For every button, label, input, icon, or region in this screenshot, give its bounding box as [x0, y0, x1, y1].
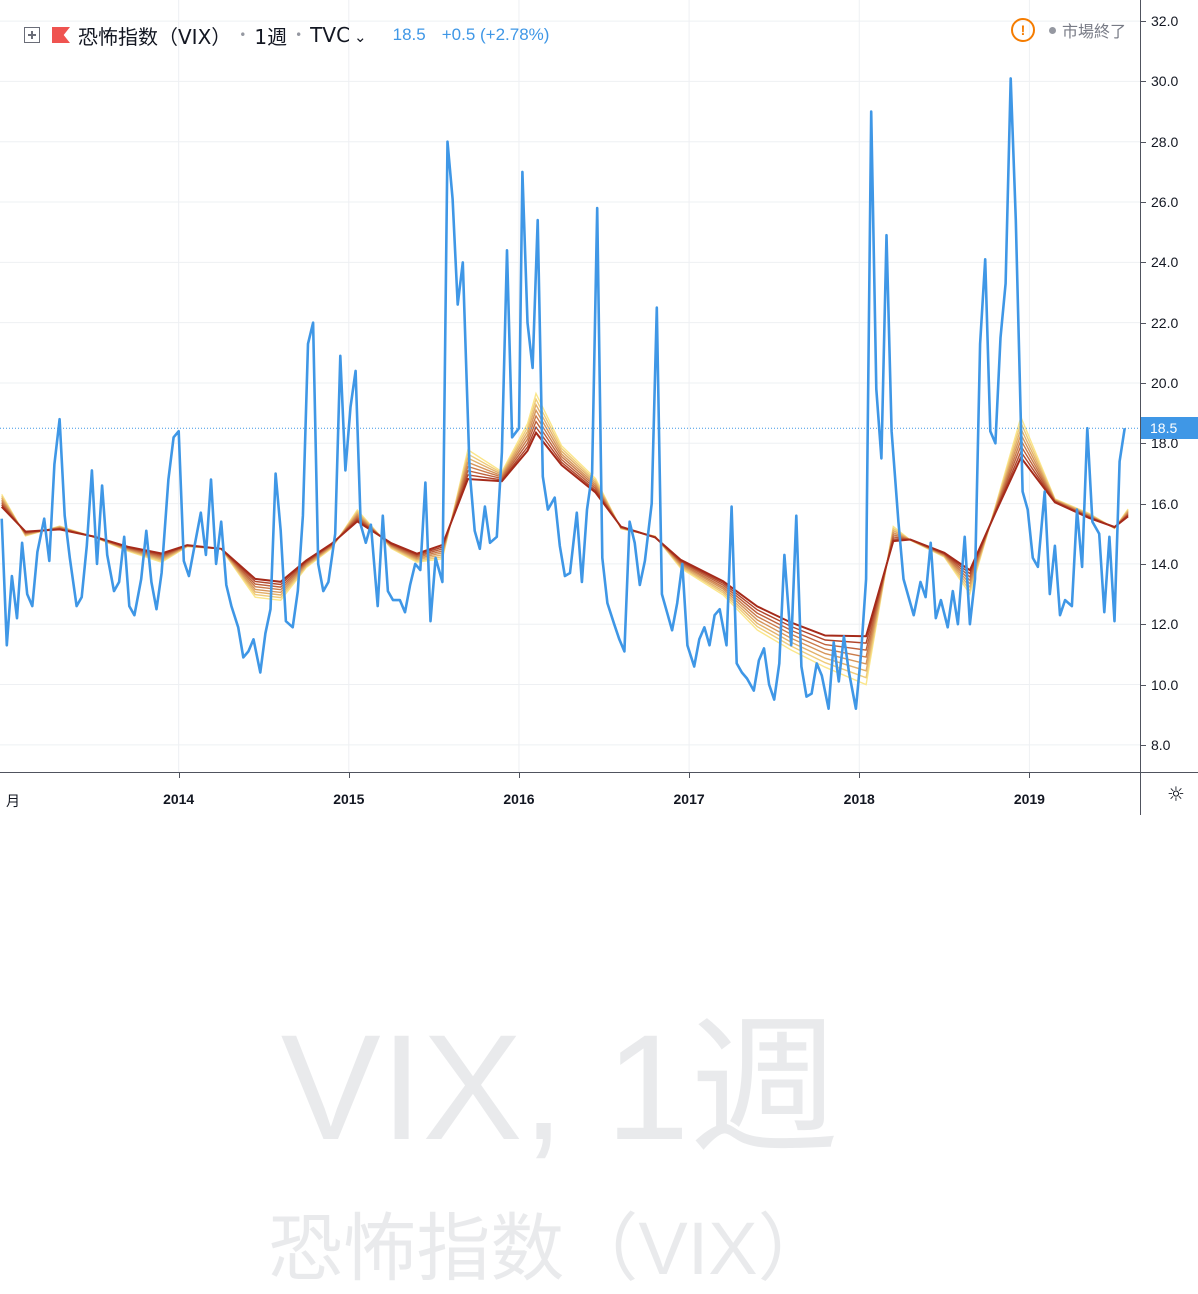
- separator-dot: •: [295, 28, 303, 42]
- price-tick-mark: [1141, 21, 1146, 23]
- price-tick-mark: [1141, 81, 1146, 83]
- price-tick-mark: [1141, 744, 1146, 746]
- gear-icon[interactable]: ☼: [1167, 782, 1185, 806]
- price-tick-label: 16.0: [1151, 495, 1179, 512]
- price-tick-label: 10.0: [1151, 676, 1179, 693]
- price-tick-label: 12.0: [1151, 616, 1179, 633]
- price-tick-label: 26.0: [1151, 194, 1179, 211]
- time-axis[interactable]: 月 2014 2015 2016 2017 2018 2019: [0, 772, 1140, 815]
- watermark-symbol: VIX, 1週: [280, 1003, 840, 1171]
- chevron-down-icon: ⌄: [354, 28, 367, 46]
- last-price: 18.5: [392, 25, 426, 44]
- price-tick-mark: [1141, 262, 1146, 264]
- status-dot-icon: [1048, 26, 1056, 34]
- price-tick-label: 24.0: [1151, 254, 1179, 271]
- ma-ribbon-line: [1, 397, 1129, 679]
- price-tick-mark: [1141, 684, 1146, 686]
- time-tick-mark: [689, 773, 691, 778]
- price-tick-label: 8.0: [1151, 736, 1171, 753]
- watermark-description: 恐怖指数（VIX）: [268, 1207, 832, 1290]
- add-symbol-icon[interactable]: [24, 27, 40, 43]
- vix-weekly-chart: [0, 0, 1140, 772]
- time-tick-mark: [859, 773, 861, 778]
- price-tick-mark: [1141, 202, 1146, 204]
- price-tick-mark: [1141, 443, 1146, 445]
- last-price-tag: 18.5: [1141, 417, 1198, 440]
- exchange-label[interactable]: TVC ⌄: [310, 23, 366, 47]
- vix-price-line: [0, 77, 1126, 710]
- price-tick-mark: [1141, 563, 1146, 565]
- separator-dot: •: [239, 28, 247, 42]
- price-change: +0.5 (+2.78%): [441, 25, 550, 44]
- time-tick-mark: [518, 773, 520, 778]
- time-tick-mark: [348, 773, 350, 778]
- time-tick-label: 2014: [163, 791, 195, 807]
- price-tick-label: 18.0: [1151, 435, 1179, 452]
- chart-plot-area[interactable]: VIX, 1週 恐怖指数（VIX）: [0, 0, 1140, 1290]
- price-axis[interactable]: 8.0 10.0 12.0 14.0 16.0 18.0 20.0 22.0 24.0 26.0 2…: [1140, 0, 1198, 772]
- price-tick-label: 30.0: [1151, 73, 1179, 90]
- time-tick-label: 2019: [1013, 791, 1045, 807]
- settings-corner[interactable]: ☼: [1140, 772, 1198, 815]
- exchange-text: TVC: [310, 23, 351, 47]
- price-tick-mark: [1141, 141, 1146, 143]
- price-tick-label: 22.0: [1151, 314, 1179, 331]
- chart-legend: 恐怖指数（VIX） • 1週 • TVC ⌄ 18.5 +0.5 (+2.78%): [24, 20, 549, 50]
- time-tick-label: 2016: [503, 791, 535, 807]
- ma-ribbon-line: [1, 403, 1129, 672]
- time-tick-mark: [1029, 773, 1031, 778]
- market-status-text: 市場終了: [1061, 22, 1126, 41]
- price-tick-mark: [1141, 322, 1146, 324]
- warning-icon[interactable]: !: [1010, 18, 1035, 42]
- price-tick-label: 14.0: [1151, 555, 1179, 572]
- time-tick-mark: [178, 773, 180, 778]
- flag-icon[interactable]: [52, 27, 70, 43]
- price-tick-label: 20.0: [1151, 374, 1179, 391]
- market-status: ! 市場終了: [1010, 18, 1126, 42]
- price-tick-label: 32.0: [1151, 13, 1179, 30]
- interval-label[interactable]: 1週: [254, 24, 288, 49]
- price-tick-mark: [1141, 503, 1146, 505]
- price-tick-label: 28.0: [1151, 133, 1179, 150]
- price-tick-mark: [1141, 382, 1146, 384]
- time-axis-start-label: 月: [6, 793, 20, 809]
- time-tick-label: 2018: [843, 791, 875, 807]
- symbol-name[interactable]: 恐怖指数（VIX）: [78, 24, 232, 49]
- time-tick-label: 2017: [673, 791, 705, 807]
- ma-ribbon-line: [1, 391, 1129, 686]
- price-tick-mark: [1141, 624, 1146, 626]
- time-tick-label: 2015: [333, 791, 365, 807]
